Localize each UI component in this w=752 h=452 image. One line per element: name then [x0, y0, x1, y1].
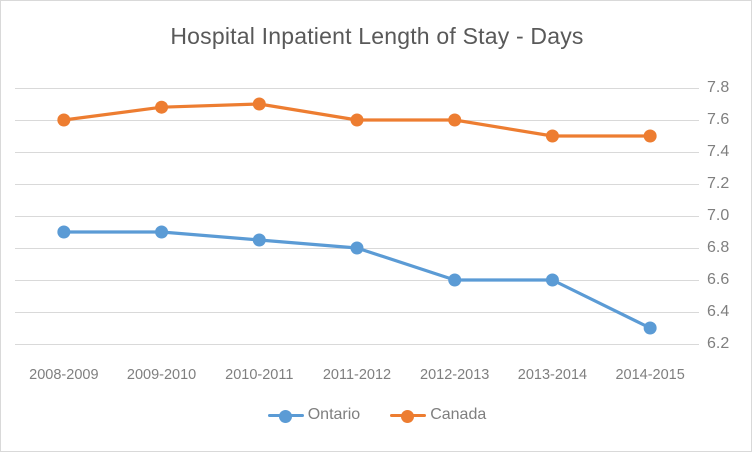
legend-label: Ontario	[307, 406, 361, 423]
y-tick-label: 7.0	[707, 207, 730, 224]
y-tick-label: 7.8	[707, 79, 730, 96]
gridline	[15, 312, 699, 313]
legend-entry-canada[interactable]: Canada	[390, 406, 486, 424]
legend-label: Canada	[430, 406, 487, 423]
y-tick-label: 7.2	[707, 175, 730, 192]
y-tick-label: 7.6	[707, 111, 730, 128]
gridline	[15, 216, 699, 217]
y-tick-label: 6.4	[707, 303, 730, 320]
x-tick-label: 2011-2012	[322, 367, 392, 383]
gridline	[15, 184, 699, 185]
plot-area	[15, 72, 699, 360]
legend-marker-icon	[390, 407, 427, 423]
y-tick-label: 6.2	[707, 335, 730, 352]
chart-title: Hospital Inpatient Length of Stay - Days	[170, 23, 584, 49]
x-tick-label: 2010-2011	[225, 367, 294, 383]
gridline	[15, 344, 699, 345]
chart-legend: Ontario Canada	[1, 406, 751, 424]
y-axis: 7.8 7.6 7.4 7.2 7.0 6.8 6.6 6.4 6.2	[701, 72, 751, 360]
gridline	[15, 120, 699, 121]
gridline	[15, 280, 699, 281]
x-tick-label: 2014-2015	[615, 367, 685, 383]
legend-marker-icon	[267, 407, 304, 423]
gridline	[15, 152, 699, 153]
x-tick-label: 2008-2009	[29, 367, 99, 383]
x-tick-label: 2012-2013	[420, 367, 490, 383]
gridline	[15, 248, 699, 249]
y-tick-label: 7.4	[707, 143, 730, 160]
gridline	[15, 88, 699, 89]
y-tick-label: 6.8	[707, 239, 730, 256]
legend-entry-ontario[interactable]: Ontario	[267, 406, 361, 424]
x-axis: 2008-2009 2009-2010 2010-2011 2011-2012 2012…	[15, 367, 699, 391]
x-tick-label: 2013-2014	[517, 367, 588, 383]
x-tick-label: 2009-2010	[126, 367, 197, 383]
y-tick-label: 6.6	[707, 271, 730, 288]
